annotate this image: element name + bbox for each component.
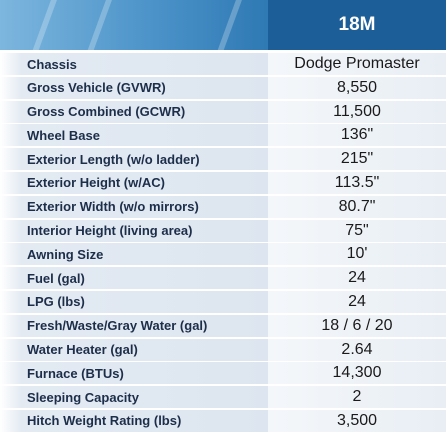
spec-row: Chassis Dodge Promaster xyxy=(0,53,446,75)
spec-label: Exterior Height (w/AC) xyxy=(0,171,268,194)
spec-value: 215" xyxy=(268,148,446,171)
spec-table: Chassis Dodge Promaster Gross Vehicle (GVW… xyxy=(0,53,446,434)
spec-label: Furnace (BTUs) xyxy=(0,362,268,385)
header-band: 18M xyxy=(0,0,446,50)
spec-label: LPG (lbs) xyxy=(0,290,268,313)
spec-row: Awning Size 10' xyxy=(0,243,446,266)
spec-row: Fuel (gal) 24 xyxy=(0,267,446,290)
spec-label: Exterior Length (w/o ladder) xyxy=(0,148,268,171)
spec-row: Water Heater (gal) 2.64 xyxy=(0,338,446,361)
stripe xyxy=(210,0,246,50)
spec-row: Sleeping Capacity 2 xyxy=(0,386,446,409)
spec-label: Awning Size xyxy=(0,243,268,266)
spec-row: Exterior Width (w/o mirrors) 80.7" xyxy=(0,195,446,218)
stripe xyxy=(80,0,116,50)
stripe xyxy=(25,0,61,50)
spec-row: Gross Vehicle (GVWR) 8,550 xyxy=(0,76,446,99)
spec-row: Interior Height (living area) 75" xyxy=(0,219,446,242)
spec-value: 14,300 xyxy=(268,362,446,385)
spec-label: Water Heater (gal) xyxy=(0,338,268,361)
spec-value: Dodge Promaster xyxy=(268,53,446,75)
spec-label: Gross Vehicle (GVWR) xyxy=(0,76,268,99)
spec-label: Fresh/Waste/Gray Water (gal) xyxy=(0,314,268,337)
spec-row: Fresh/Waste/Gray Water (gal) 18 / 6 / 20 xyxy=(0,314,446,337)
spec-label: Exterior Width (w/o mirrors) xyxy=(0,195,268,218)
spec-value: 80.7" xyxy=(268,195,446,218)
spec-value: 3,500 xyxy=(268,409,446,432)
spec-value: 10' xyxy=(268,243,446,266)
spec-value: 18 / 6 / 20 xyxy=(268,314,446,337)
spec-row: Gross Combined (GCWR) 11,500 xyxy=(0,100,446,123)
spec-label: Gross Combined (GCWR) xyxy=(0,100,268,123)
spec-value: 136" xyxy=(268,124,446,147)
spec-row: Exterior Length (w/o ladder) 215" xyxy=(0,148,446,171)
spec-row: LPG (lbs) 24 xyxy=(0,290,446,313)
spec-row: Hitch Weight Rating (lbs) 3,500 xyxy=(0,409,446,432)
spec-label: Hitch Weight Rating (lbs) xyxy=(0,409,268,432)
spec-value: 11,500 xyxy=(268,100,446,123)
spec-label: Interior Height (living area) xyxy=(0,219,268,242)
spec-value: 24 xyxy=(268,267,446,290)
spec-value: 2.64 xyxy=(268,338,446,361)
spec-label: Chassis xyxy=(0,53,268,75)
spec-row: Wheel Base 136" xyxy=(0,124,446,147)
spec-value: 113.5" xyxy=(268,171,446,194)
spec-value: 8,550 xyxy=(268,76,446,99)
spec-value: 75" xyxy=(268,219,446,242)
model-header: 18M xyxy=(268,0,446,50)
spec-value: 24 xyxy=(268,290,446,313)
spec-label: Wheel Base xyxy=(0,124,268,147)
spec-label: Fuel (gal) xyxy=(0,267,268,290)
spec-label: Sleeping Capacity xyxy=(0,386,268,409)
spec-value: 2 xyxy=(268,386,446,409)
spec-row: Furnace (BTUs) 14,300 xyxy=(0,362,446,385)
spec-row: Exterior Height (w/AC) 113.5" xyxy=(0,171,446,194)
